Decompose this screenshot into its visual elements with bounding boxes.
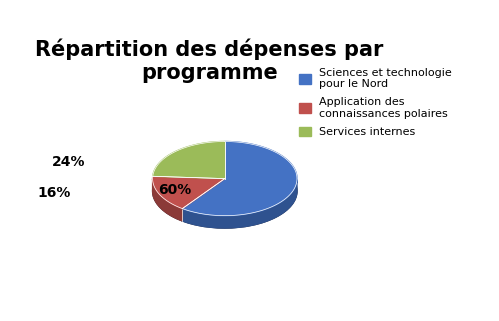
- Polygon shape: [182, 142, 297, 216]
- Legend: Sciences et technologie
pour le Nord, Application des
connaissances polaires, Se: Sciences et technologie pour le Nord, Ap…: [295, 63, 457, 142]
- Polygon shape: [153, 179, 182, 221]
- Polygon shape: [182, 179, 297, 228]
- Polygon shape: [153, 142, 225, 178]
- Text: 24%: 24%: [51, 155, 85, 169]
- Text: 16%: 16%: [37, 186, 70, 200]
- Text: 60%: 60%: [158, 183, 191, 197]
- Text: Répartition des dépenses par
programme: Répartition des dépenses par programme: [35, 39, 384, 83]
- Ellipse shape: [153, 154, 297, 228]
- Polygon shape: [153, 176, 225, 209]
